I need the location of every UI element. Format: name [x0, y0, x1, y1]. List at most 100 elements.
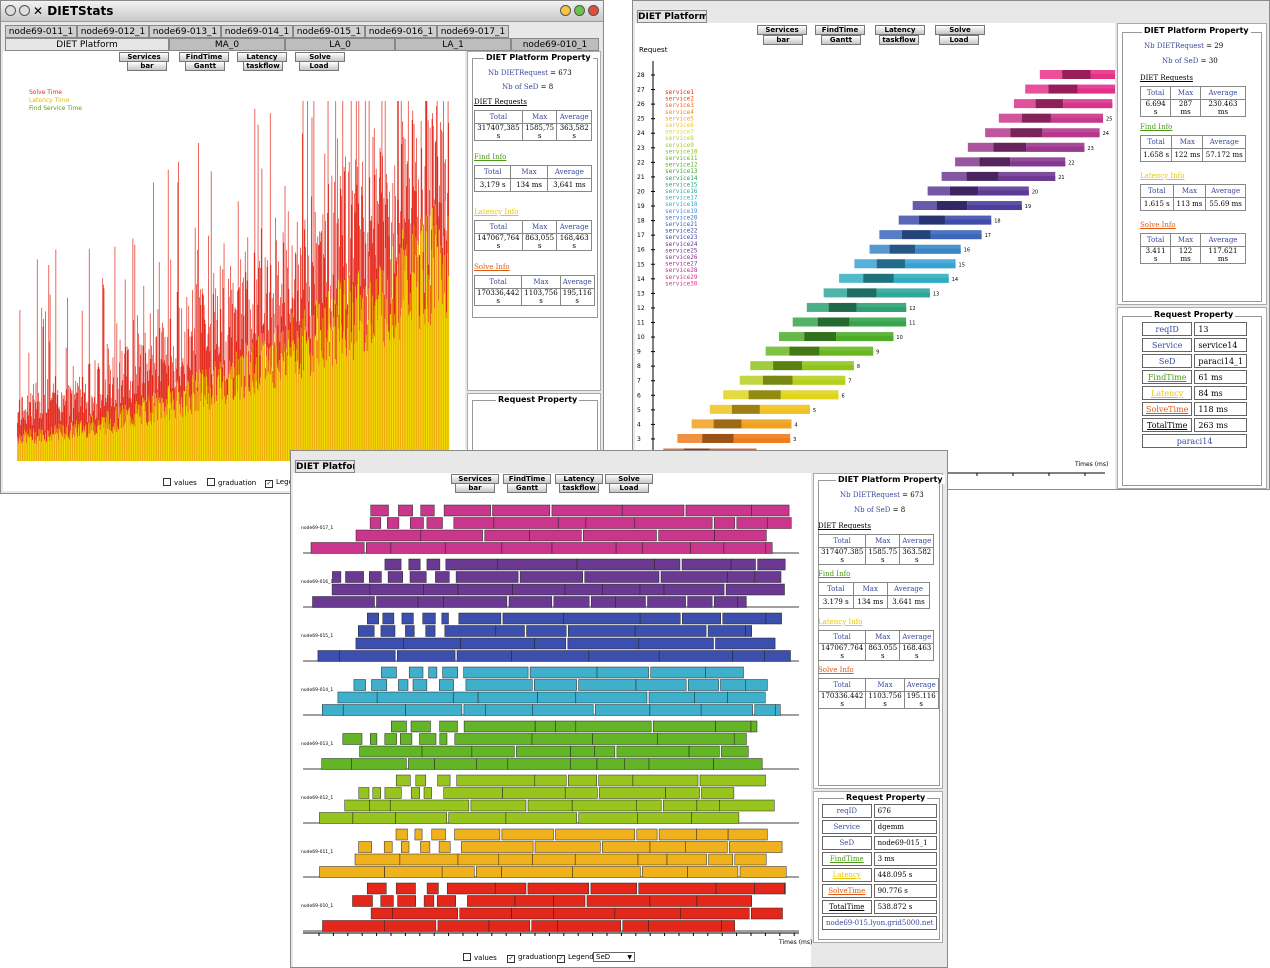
collapse-button[interactable]	[5, 5, 16, 16]
legend-checkbox[interactable]: ✓ Legend	[557, 953, 594, 963]
latency-bar	[357, 273, 359, 461]
services-button[interactable]: Services	[757, 25, 807, 35]
taskflow-button[interactable]: taskflow	[243, 61, 283, 71]
tab-node69-012_1[interactable]: node69-012_1	[77, 25, 149, 38]
tab-diet-platform[interactable]: DIET Platform	[295, 460, 355, 473]
values-checkbox[interactable]: values	[463, 953, 497, 962]
latency-bar	[266, 355, 267, 461]
tab-node69-013_1[interactable]: node69-013_1	[149, 25, 221, 38]
tab-ma_0[interactable]: MA_0	[169, 38, 285, 51]
latency-shade	[702, 433, 734, 443]
latency-bar	[257, 389, 259, 461]
latency-bar	[419, 328, 421, 461]
tab-diet-platform[interactable]: DIET Platform	[5, 38, 169, 51]
latency-bar	[422, 269, 424, 461]
solve-bar	[222, 269, 224, 461]
latency-shade	[828, 302, 857, 312]
latency-bar	[90, 424, 91, 461]
load-button[interactable]: Load	[299, 61, 339, 71]
graduation-checkbox[interactable]: ✓ graduation	[507, 953, 557, 963]
tab-node69-015_1[interactable]: node69-015_1	[293, 25, 365, 38]
find-segment	[765, 346, 790, 356]
latency-bar	[128, 409, 129, 461]
gantt-button[interactable]: Gantt	[185, 61, 225, 71]
latency-bar	[116, 406, 118, 461]
task-bar	[564, 583, 603, 596]
load-button[interactable]: Load	[939, 35, 979, 45]
tab-node69-010_1[interactable]: node69-010_1	[511, 38, 599, 51]
gantt-button[interactable]: Gantt	[507, 483, 547, 493]
tab-node69-016_1[interactable]: node69-016_1	[365, 25, 437, 38]
bar-label: 13	[933, 291, 939, 297]
bar-button[interactable]: bar	[455, 483, 495, 493]
latency-bar	[303, 309, 305, 461]
latency-bar	[372, 339, 374, 461]
solve-bar	[345, 156, 346, 461]
legend-checkbox[interactable]: ✓ Legend	[265, 478, 302, 488]
solve-bar	[103, 288, 105, 461]
task-bar	[690, 542, 725, 554]
latency-bar	[228, 373, 230, 461]
tab-la_0[interactable]: LA_0	[285, 38, 395, 51]
latency-button[interactable]: Latency	[875, 25, 925, 35]
latency-bar	[363, 351, 365, 461]
bar-button[interactable]: bar	[127, 61, 167, 71]
latency-bar	[416, 287, 417, 461]
task-bar	[408, 666, 424, 679]
eq: =	[550, 69, 557, 77]
bar-button[interactable]: bar	[763, 35, 803, 45]
solve-segment-lower	[1010, 161, 1066, 167]
solve-bar	[373, 128, 375, 462]
sed-dropdown[interactable]: SeD	[593, 952, 635, 962]
latency-bar	[165, 399, 167, 461]
latency-bar	[224, 396, 226, 461]
zoom-button[interactable]	[574, 5, 585, 16]
solve-bar	[382, 221, 384, 461]
latency-bar	[40, 429, 42, 461]
task-bar	[317, 650, 340, 662]
taskflow-button[interactable]: taskflow	[879, 35, 919, 45]
task-bar	[737, 596, 747, 608]
latency-bar	[17, 440, 19, 461]
load-button[interactable]: Load	[609, 483, 649, 493]
task-bar	[448, 812, 507, 824]
tab-node69-017_1[interactable]: node69-017_1	[437, 25, 509, 38]
latency-bar	[92, 415, 93, 461]
diet-requests-heading: DIET Requests	[1140, 74, 1193, 82]
task-bar	[687, 866, 739, 878]
task-bar	[637, 853, 668, 866]
column-header: Average	[559, 275, 595, 289]
task-bar	[592, 733, 658, 745]
latency-bar	[445, 201, 446, 461]
close-button[interactable]	[588, 5, 599, 16]
minimize-button[interactable]	[560, 5, 571, 16]
tab-la_1[interactable]: LA_1	[395, 38, 511, 51]
gantt-button[interactable]: Gantt	[821, 35, 861, 45]
task-bar	[681, 558, 732, 571]
solve-bar	[98, 366, 100, 461]
taskflow-button[interactable]: taskflow	[559, 483, 599, 493]
stat-value: 122 ms	[1170, 246, 1201, 264]
latency-bar	[309, 352, 311, 461]
latency-bar	[260, 333, 262, 461]
latency-bar	[20, 436, 22, 461]
solve-button[interactable]: Solve	[935, 25, 985, 35]
task-bar	[446, 882, 496, 895]
latency-bar	[160, 417, 162, 461]
solve-bar	[178, 307, 180, 461]
graduation-checkbox[interactable]: graduation	[207, 478, 256, 487]
values-checkbox[interactable]: values	[163, 478, 197, 487]
tab-node69-014_1[interactable]: node69-014_1	[221, 25, 293, 38]
menu-button[interactable]	[19, 5, 30, 16]
latency-bar	[22, 442, 23, 461]
tab-node69-011_1[interactable]: node69-011_1	[5, 25, 77, 38]
task-bar	[553, 895, 586, 907]
tab-diet-platform[interactable]: DIET Platform	[637, 10, 707, 23]
latency-bar	[335, 359, 337, 461]
latency-bar	[205, 399, 206, 461]
latency-bar	[413, 272, 414, 461]
task-bar	[719, 799, 775, 812]
findtime-button[interactable]: FindTime	[815, 25, 865, 35]
latency-bar	[328, 356, 330, 461]
task-bar	[439, 720, 458, 733]
